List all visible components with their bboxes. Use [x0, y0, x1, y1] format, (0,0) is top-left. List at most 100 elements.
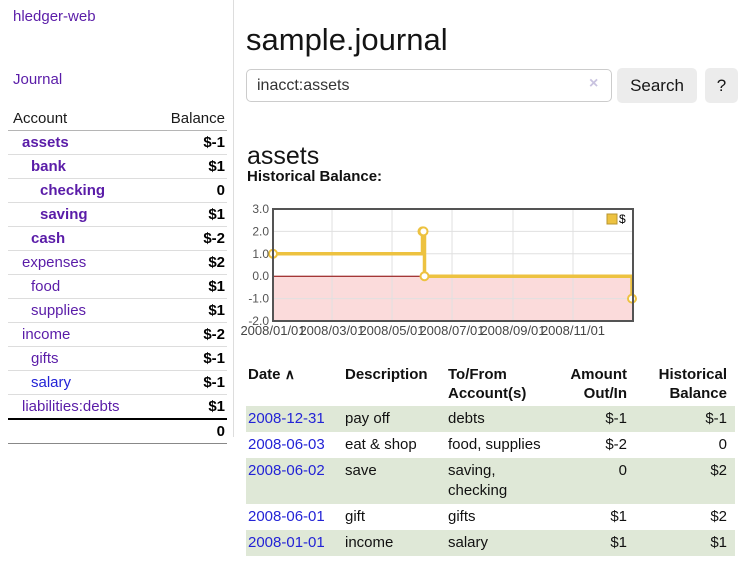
- account-row: gifts $-1: [8, 347, 227, 371]
- account-balance: 0: [216, 182, 225, 199]
- register-accounts: salary: [448, 534, 489, 551]
- legend-swatch: [606, 213, 618, 225]
- amount-column-header: Amount Out/In: [570, 366, 627, 402]
- clear-search-icon[interactable]: ×: [589, 75, 599, 92]
- register-accounts: debts: [448, 410, 485, 427]
- register-accounts: gifts: [448, 508, 476, 525]
- accounts-column-header: To/From Account(s): [448, 366, 527, 402]
- legend-label: $: [619, 212, 626, 226]
- account-row: food $1: [8, 275, 227, 299]
- register-date-link[interactable]: 2008-01-01: [248, 534, 325, 551]
- register-header-row: Date ∧ Description To/From Account(s) Am…: [246, 362, 735, 406]
- account-balance: $1: [208, 278, 225, 295]
- search-button[interactable]: Search: [617, 68, 697, 103]
- historical-balance-chart: $3.0 2.0 1.0 0.0 -1.0 -2.0 2008/01/01 2008/03/0…: [240, 202, 642, 352]
- data-point-marker: [418, 226, 429, 237]
- app-title-link[interactable]: hledger-web: [13, 8, 96, 25]
- register-balance: $-1: [705, 410, 727, 427]
- account-balance: $-1: [203, 374, 225, 391]
- account-column-header: Account: [13, 110, 68, 127]
- register-accounts: food, supplies: [448, 436, 541, 453]
- account-row: cash $-2: [8, 227, 227, 251]
- account-balance: $-2: [203, 230, 225, 247]
- account-link[interactable]: saving: [40, 206, 88, 223]
- register-description: pay off: [345, 410, 390, 427]
- historical-balance-label: Historical Balance:: [247, 168, 383, 185]
- date-column-header[interactable]: Date ∧: [248, 366, 295, 383]
- description-column-header: Description: [345, 366, 428, 383]
- account-link[interactable]: assets: [22, 134, 69, 151]
- y-axis-tick-label: 1.0: [252, 247, 269, 261]
- account-link[interactable]: salary: [31, 374, 72, 391]
- balance-column-header: Balance: [170, 110, 225, 127]
- account-heading: assets: [247, 141, 320, 170]
- register-balance: 0: [718, 436, 727, 453]
- account-link[interactable]: expenses: [22, 254, 87, 271]
- account-balance-table: Account Balance assets $-1 bank $1 check…: [8, 107, 227, 444]
- register-row: 2008-06-01 gift gifts $1 $2: [246, 504, 735, 530]
- account-balance: $1: [208, 398, 225, 415]
- x-axis-tick-label: 2008/01/01: [240, 323, 305, 338]
- register-balance: $2: [710, 462, 727, 479]
- balance-column-header: Historical Balance: [658, 366, 727, 402]
- sort-ascending-icon: ∧: [284, 366, 295, 382]
- sidebar-item-journal[interactable]: Journal: [13, 71, 63, 88]
- account-row: salary $-1: [8, 371, 227, 395]
- account-balance: $1: [208, 302, 225, 319]
- account-link[interactable]: gifts: [31, 350, 59, 367]
- x-axis-tick-label: 2008/05/01: [359, 323, 424, 338]
- register-row: 2008-01-01 income salary $1 $1: [246, 530, 735, 556]
- register-amount: $-1: [605, 410, 627, 427]
- account-table-header: Account Balance: [8, 107, 227, 131]
- register-amount: $1: [610, 508, 627, 525]
- account-row: liabilities:debts $1: [8, 395, 227, 419]
- plot-border: [272, 208, 634, 322]
- account-total-balance: 0: [216, 423, 225, 440]
- register-description: gift: [345, 508, 366, 525]
- register-accounts: saving, checking: [448, 462, 508, 499]
- account-link[interactable]: checking: [40, 182, 106, 199]
- account-link[interactable]: food: [31, 278, 61, 295]
- x-axis-tick-label: 2008/09/01: [480, 323, 545, 338]
- page-title: sample.journal: [246, 21, 448, 57]
- account-row: expenses $2: [8, 251, 227, 275]
- account-link[interactable]: supplies: [31, 302, 87, 319]
- x-axis-tick-label: 2008/07/01: [419, 323, 484, 338]
- account-balance: $-1: [203, 350, 225, 367]
- account-balance: $-2: [203, 326, 225, 343]
- account-balance: $2: [208, 254, 225, 271]
- register-date-link[interactable]: 2008-12-31: [248, 410, 325, 427]
- account-total-row: 0: [8, 419, 227, 444]
- register-balance: $2: [710, 508, 727, 525]
- register-description: income: [345, 534, 394, 551]
- register-description: save: [345, 462, 377, 479]
- y-axis-tick-label: -1.0: [248, 292, 269, 306]
- register-date-link[interactable]: 2008-06-03: [248, 436, 325, 453]
- search-input[interactable]: [246, 69, 612, 102]
- account-row: income $-2: [8, 323, 227, 347]
- account-row: assets $-1: [8, 131, 227, 155]
- account-balance: $1: [208, 158, 225, 175]
- register-row: 2008-06-02 save saving, checking 0 $2: [246, 458, 735, 504]
- y-axis-tick-label: 0.0: [252, 269, 269, 283]
- account-link[interactable]: cash: [31, 230, 66, 247]
- account-balance: $1: [208, 206, 225, 223]
- register-date-link[interactable]: 2008-06-01: [248, 508, 325, 525]
- register-balance: $1: [710, 534, 727, 551]
- account-link[interactable]: bank: [31, 158, 67, 175]
- account-link[interactable]: income: [22, 326, 71, 343]
- register-table: Date ∧ Description To/From Account(s) Am…: [246, 362, 735, 556]
- y-axis-tick-label: 2.0: [252, 224, 269, 238]
- register-row: 2008-06-03 eat & shop food, supplies $-2…: [246, 432, 735, 458]
- register-amount: $1: [610, 534, 627, 551]
- account-row: bank $1: [8, 155, 227, 179]
- y-axis-tick-label: -2.0: [248, 314, 269, 328]
- balance-chart-svg: $3.0 2.0 1.0 0.0 -1.0 -2.02008/01/012008/03/0…: [240, 202, 637, 338]
- account-row: saving $1: [8, 203, 227, 227]
- help-button[interactable]: ?: [705, 68, 738, 103]
- register-date-link[interactable]: 2008-06-02: [248, 462, 325, 479]
- register-amount: $-2: [605, 436, 627, 453]
- account-link[interactable]: liabilities:debts: [22, 398, 120, 415]
- account-row: checking 0: [8, 179, 227, 203]
- register-row: 2008-12-31 pay off debts $-1 $-1: [246, 406, 735, 432]
